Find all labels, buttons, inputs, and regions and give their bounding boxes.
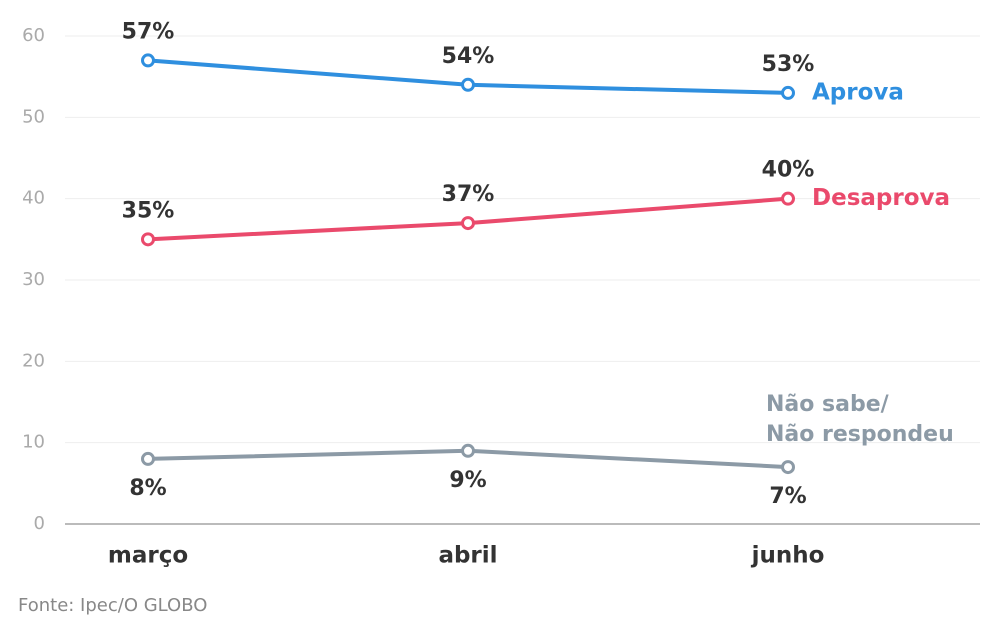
y-tick-label: 40: [22, 188, 45, 209]
source: Fonte: Ipec/O GLOBO: [18, 595, 207, 616]
y-tick-label: 60: [22, 25, 45, 46]
legend-label: Não sabe/Não respondeu: [766, 392, 954, 447]
point: [461, 77, 475, 92]
value-label: 57%: [122, 19, 175, 44]
y-tick-label: 0: [34, 513, 45, 534]
x-tick-label: abril: [438, 543, 497, 569]
value-label: 35%: [122, 198, 175, 223]
legend-label: Desaprova: [812, 185, 950, 211]
legend-label: Aprova: [812, 79, 904, 105]
value-label: 7%: [769, 484, 806, 509]
y-tick-label: 30: [22, 269, 45, 290]
y-tick-label: 50: [22, 106, 45, 127]
x-tick-label: março: [108, 543, 188, 569]
point: [461, 216, 475, 231]
value-label: 54%: [442, 44, 495, 69]
y-tick-label: 10: [22, 432, 45, 453]
point: [781, 191, 795, 206]
x-tick-label: junho: [751, 543, 825, 569]
point: [141, 53, 155, 68]
value-label: 8%: [129, 476, 166, 501]
value-label: 40%: [762, 158, 815, 183]
value-label: 37%: [442, 182, 495, 207]
y-tick-label: 20: [22, 350, 45, 371]
point: [141, 451, 155, 466]
point: [781, 85, 795, 100]
point: [141, 232, 155, 247]
value-label: 9%: [449, 468, 486, 493]
point: [781, 460, 795, 475]
value-label: 53%: [762, 52, 815, 77]
point: [461, 443, 475, 458]
